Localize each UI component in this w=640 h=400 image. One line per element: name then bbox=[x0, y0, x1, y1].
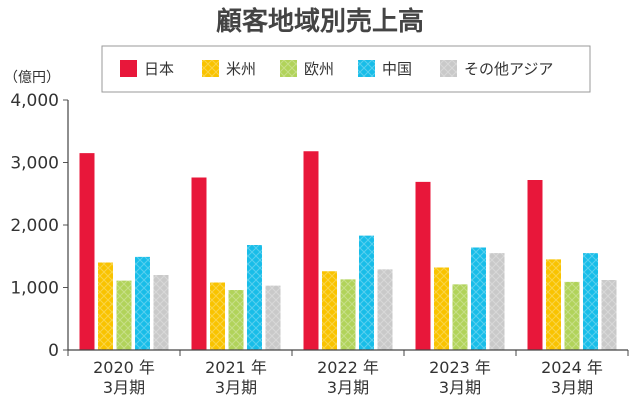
bar-5-5 bbox=[601, 280, 617, 350]
x-label-year-4: 2023 年 bbox=[429, 358, 491, 377]
legend-label-1: 日本 bbox=[144, 60, 174, 78]
bar-4-4 bbox=[471, 247, 486, 350]
y-tick-label-3: 3,000 bbox=[10, 154, 59, 174]
bar-3-2 bbox=[322, 271, 337, 350]
bar-2-4 bbox=[247, 245, 262, 350]
bar-1-1 bbox=[79, 153, 95, 350]
bar-5-4 bbox=[583, 253, 598, 350]
legend-box bbox=[101, 45, 591, 93]
bar-1-3 bbox=[116, 280, 132, 350]
legend: 日本 米州 欧州 中国 その他アジア bbox=[101, 45, 591, 93]
bar-1-2 bbox=[98, 262, 113, 350]
chart-title: 顧客地域別売上高 bbox=[216, 6, 424, 37]
legend-label-4: 中国 bbox=[382, 60, 412, 78]
bar-1-5 bbox=[153, 275, 169, 350]
x-label-period-5: 3月期 bbox=[551, 378, 593, 397]
bar-4-2 bbox=[434, 267, 449, 350]
legend-swatch-2 bbox=[202, 60, 219, 77]
bar-2-1 bbox=[191, 177, 207, 350]
bar-4-3 bbox=[452, 284, 468, 350]
y-axis-unit-label: （億円） bbox=[4, 70, 60, 86]
legend-swatch-1 bbox=[120, 60, 137, 77]
bar-5-3 bbox=[564, 281, 580, 350]
legend-swatch-4 bbox=[358, 60, 375, 77]
bar-2-5 bbox=[265, 285, 281, 350]
x-label-year-3: 2022 年 bbox=[317, 358, 379, 377]
x-label-period-2: 3月期 bbox=[215, 378, 257, 397]
legend-label-5: その他アジア bbox=[464, 60, 553, 78]
bar-2-3 bbox=[228, 290, 244, 350]
axes bbox=[67, 100, 629, 356]
x-label-year-1: 2020 年 bbox=[93, 358, 155, 377]
bar-3-5 bbox=[377, 269, 393, 350]
bars bbox=[79, 151, 617, 350]
y-tick-label-1: 1,000 bbox=[10, 279, 59, 299]
x-label-year-5: 2024 年 bbox=[541, 358, 603, 377]
y-axis-ticks: 0 1,000 2,000 3,000 4,000 bbox=[10, 91, 68, 361]
x-label-period-1: 3月期 bbox=[103, 378, 145, 397]
bar-4-5 bbox=[489, 253, 505, 350]
legend-label-2: 米州 bbox=[226, 60, 256, 78]
y-tick-label-2: 2,000 bbox=[10, 216, 59, 236]
y-tick-label-4: 4,000 bbox=[10, 91, 59, 111]
bar-3-1 bbox=[303, 151, 319, 350]
legend-label-3: 欧州 bbox=[304, 60, 334, 78]
x-label-period-3: 3月期 bbox=[327, 378, 369, 397]
bar-3-3 bbox=[340, 279, 356, 350]
legend-swatch-5 bbox=[440, 60, 457, 77]
bar-4-1 bbox=[415, 181, 431, 350]
x-label-period-4: 3月期 bbox=[439, 378, 481, 397]
x-label-year-2: 2021 年 bbox=[205, 358, 267, 377]
y-tick-label-0: 0 bbox=[48, 341, 59, 361]
bar-3-4 bbox=[359, 235, 374, 350]
bar-1-4 bbox=[135, 256, 150, 350]
bar-5-1 bbox=[527, 180, 543, 350]
bar-2-2 bbox=[210, 282, 225, 350]
bar-5-2 bbox=[546, 259, 561, 350]
legend-swatch-3 bbox=[280, 60, 297, 77]
